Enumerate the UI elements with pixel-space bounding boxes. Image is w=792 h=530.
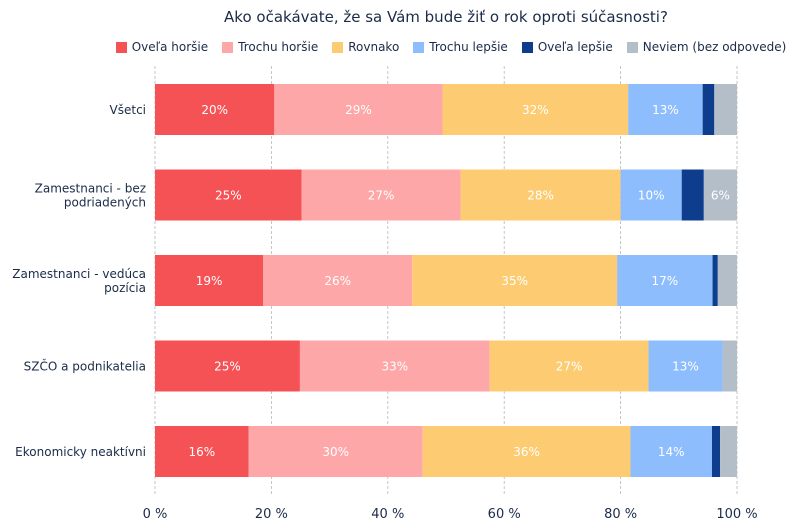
bar-segment xyxy=(155,426,249,477)
bar-segment xyxy=(712,255,718,306)
legend-label: Rovnako xyxy=(348,40,400,54)
bar-segment xyxy=(274,84,443,135)
legend-label: Neviem (bez odpovede) xyxy=(642,40,787,54)
legend: Oveľa horšie Trochu horšie Rovnako Trochu l… xyxy=(110,40,792,54)
chart-title: Ako očakávate, že sa Vám bude žiť o rok … xyxy=(224,8,668,26)
legend-item: Trochu lepšie xyxy=(413,40,508,54)
data-label: 13% xyxy=(652,103,679,117)
bar-segment xyxy=(714,84,737,135)
data-label: 27% xyxy=(556,360,583,374)
legend-item: Rovnako xyxy=(332,40,399,54)
legend-swatch xyxy=(115,41,127,53)
bar-segment xyxy=(628,84,703,135)
data-label: 13% xyxy=(672,360,699,374)
data-label: 33% xyxy=(381,360,408,374)
bar-segment xyxy=(489,340,649,392)
legend-label: Trochu horšie xyxy=(238,40,319,54)
legend-label: Trochu lepšie xyxy=(429,40,508,54)
bar-segment xyxy=(703,169,737,221)
data-label: 32% xyxy=(522,103,549,117)
x-tick-label: 100 % xyxy=(716,507,757,522)
bar-segment xyxy=(155,255,264,306)
bar-segment xyxy=(301,169,461,221)
data-label: 20% xyxy=(201,103,228,117)
legend-swatch xyxy=(222,41,234,53)
x-tick-label: 40 % xyxy=(371,507,404,522)
bar-segment xyxy=(720,426,737,477)
legend-item: Oveľa lepšie xyxy=(521,40,613,54)
category-label: Ekonomicky neaktívni xyxy=(15,445,146,459)
legend-swatch xyxy=(413,41,425,53)
category-label: Zamestnanci - bez xyxy=(35,182,146,196)
bar-segment xyxy=(702,84,715,135)
category-label: SZČO a podnikatelia xyxy=(24,359,146,374)
bar-segment xyxy=(620,169,682,221)
bar-segment xyxy=(299,340,490,392)
bar-segment xyxy=(263,255,413,306)
data-label: 36% xyxy=(513,445,540,459)
x-tick-label: 60 % xyxy=(488,507,521,522)
data-label: 14% xyxy=(658,445,685,459)
bar-segment xyxy=(155,340,300,392)
data-label: 17% xyxy=(651,274,678,288)
data-label: 28% xyxy=(527,189,554,203)
bar-segment xyxy=(681,169,704,221)
x-tick-label: 80 % xyxy=(604,507,637,522)
bar-segment xyxy=(717,255,737,306)
legend-swatch xyxy=(521,41,533,53)
bar-segment xyxy=(422,426,631,477)
category-label: Všetci xyxy=(110,103,146,117)
data-label: 29% xyxy=(345,103,372,117)
data-label: 6% xyxy=(711,189,730,203)
bar-segment xyxy=(412,255,618,306)
legend-item: Neviem (bez odpovede) xyxy=(626,40,787,54)
bar-segment xyxy=(442,84,629,135)
data-label: 27% xyxy=(368,189,395,203)
x-tick-label: 20 % xyxy=(255,507,288,522)
bar-segment xyxy=(155,84,275,135)
data-label: 25% xyxy=(214,360,241,374)
bar-segment xyxy=(648,340,723,392)
bar-segment xyxy=(248,426,423,477)
data-label: 19% xyxy=(196,274,223,288)
legend-swatch xyxy=(626,41,638,53)
legend-swatch xyxy=(332,41,344,53)
category-label: podriadených xyxy=(64,196,146,210)
category-label: Zamestnanci - vedúca xyxy=(12,267,146,281)
bar-segment xyxy=(617,255,713,306)
legend-item: Trochu horšie xyxy=(222,40,318,54)
category-label: pozícia xyxy=(104,281,146,295)
data-label: 10% xyxy=(638,189,665,203)
data-label: 26% xyxy=(324,274,351,288)
bar-segment xyxy=(630,426,712,477)
legend-label: Oveľa lepšie xyxy=(537,40,613,54)
data-label: 16% xyxy=(189,445,216,459)
bar-segment xyxy=(155,169,302,221)
data-label: 25% xyxy=(215,189,242,203)
x-tick-label: 0 % xyxy=(143,507,168,522)
bar-segment xyxy=(460,169,621,221)
legend-label: Oveľa horšie xyxy=(131,40,209,54)
data-label: 35% xyxy=(501,274,528,288)
data-label: 30% xyxy=(322,445,349,459)
legend-item: Oveľa horšie xyxy=(115,40,209,54)
bar-segment xyxy=(711,426,721,477)
bar-segment xyxy=(722,340,737,392)
